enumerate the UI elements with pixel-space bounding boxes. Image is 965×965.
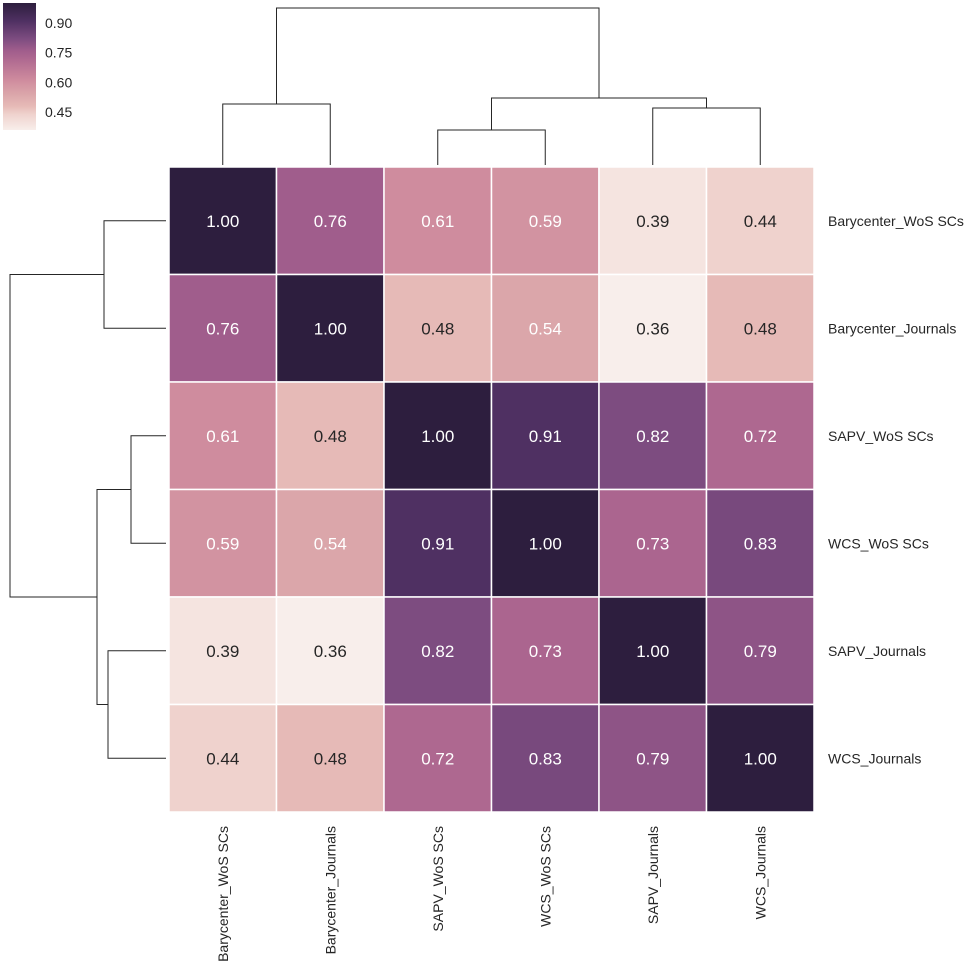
row-tick-label: SAPV_Journals xyxy=(828,643,926,659)
heatmap-cell xyxy=(490,703,600,813)
cell-value-label: 0.48 xyxy=(314,427,347,446)
cell-value-label: 0.36 xyxy=(314,642,347,661)
heatmap-cell xyxy=(383,596,493,706)
cell-value-label: 0.91 xyxy=(421,534,454,553)
cell-value-label: 0.59 xyxy=(529,212,562,231)
heatmap-cell xyxy=(598,596,708,706)
dendrogram-link xyxy=(103,220,166,329)
column-tick-label: Barycenter_WoS SCs xyxy=(215,826,231,962)
colorbar: 0.90 0.75 0.60 0.45 xyxy=(3,3,72,130)
heatmap-cell xyxy=(598,703,708,813)
row-tick-label: WCS_WoS SCs xyxy=(828,535,929,551)
heatmap-cell xyxy=(705,273,815,383)
heatmap-cell xyxy=(168,488,278,598)
cell-value-label: 0.72 xyxy=(744,427,777,446)
heatmap-cell xyxy=(168,596,278,706)
cell-value-label: 0.44 xyxy=(206,749,239,768)
heatmap-cell xyxy=(275,273,385,383)
dendrogram-link xyxy=(130,435,166,544)
heatmap-cell xyxy=(598,488,708,598)
cell-value-label: 0.76 xyxy=(206,319,239,338)
colorbar-tick-label: 0.90 xyxy=(45,15,72,31)
cell-value-label: 0.61 xyxy=(421,212,454,231)
cell-value-label: 0.54 xyxy=(314,534,347,553)
cell-value-label: 0.76 xyxy=(314,212,347,231)
cell-value-label: 0.73 xyxy=(636,534,669,553)
heatmap-cell xyxy=(383,166,493,276)
heatmap-cell xyxy=(490,273,600,383)
dendrogram-link xyxy=(96,489,131,705)
heatmap-grid: 1.00 0.76 0.61 0.59 0.39 0.44 0.76 1.00 0.48 0.54… xyxy=(168,166,815,813)
column-tick-label: WCS_WoS SCs xyxy=(537,826,553,927)
heatmap-cell xyxy=(705,596,815,706)
heatmap-cell xyxy=(705,703,815,813)
heatmap-cell xyxy=(490,381,600,491)
cell-value-label: 0.39 xyxy=(636,212,669,231)
cell-value-label: 0.61 xyxy=(206,427,239,446)
colorbar-tick-label: 0.75 xyxy=(45,45,72,61)
cell-value-label: 0.39 xyxy=(206,642,239,661)
colorbar-tick-label: 0.60 xyxy=(45,74,72,90)
dendrogram-link xyxy=(437,129,546,165)
heatmap-cell xyxy=(705,381,815,491)
colorbar-tick-label: 0.45 xyxy=(45,104,72,120)
heatmap-cell xyxy=(275,166,385,276)
cell-value-label: 0.79 xyxy=(636,749,669,768)
cell-value-label: 0.82 xyxy=(636,427,669,446)
cell-value-label: 0.59 xyxy=(206,534,239,553)
cell-value-label: 0.91 xyxy=(529,427,562,446)
column-tick-label: SAPV_WoS SCs xyxy=(430,826,446,932)
heatmap-cell xyxy=(490,596,600,706)
cell-value-label: 0.83 xyxy=(744,534,777,553)
row-tick-label: SAPV_WoS SCs xyxy=(828,428,934,444)
cell-value-label: 0.72 xyxy=(421,749,454,768)
heatmap-cell xyxy=(168,703,278,813)
cell-value-label: 1.00 xyxy=(529,534,562,553)
heatmap-cell xyxy=(705,488,815,598)
cell-value-label: 0.79 xyxy=(744,642,777,661)
dendrogram-link xyxy=(652,107,761,165)
cell-value-label: 1.00 xyxy=(314,319,347,338)
column-tick-label: Barycenter_Journals xyxy=(322,826,338,954)
column-dendrogram xyxy=(222,7,761,165)
cell-value-label: 0.48 xyxy=(314,749,347,768)
heatmap-cell xyxy=(598,381,708,491)
heatmap-cell xyxy=(490,488,600,598)
cell-value-label: 0.54 xyxy=(529,319,562,338)
heatmap-cell xyxy=(705,166,815,276)
heatmap-cell xyxy=(490,166,600,276)
cell-value-label: 1.00 xyxy=(636,642,669,661)
heatmap-cell xyxy=(168,166,278,276)
row-tick-label: Barycenter_Journals xyxy=(828,320,956,336)
heatmap-cell xyxy=(275,488,385,598)
cell-value-label: 1.00 xyxy=(206,212,239,231)
cell-value-label: 0.83 xyxy=(529,749,562,768)
dendrogram-link xyxy=(222,103,331,165)
cell-value-label: 0.36 xyxy=(636,319,669,338)
heatmap-cell xyxy=(383,488,493,598)
column-tick-labels: Barycenter_WoS SCs Barycenter_Journals SAP… xyxy=(215,826,769,962)
row-dendrogram xyxy=(9,220,166,759)
row-tick-label: WCS_Journals xyxy=(828,750,921,766)
cell-value-label: 0.48 xyxy=(744,319,777,338)
cell-value-label: 0.73 xyxy=(529,642,562,661)
row-tick-labels: Barycenter_WoS SCs Barycenter_Journals SAP… xyxy=(828,213,964,767)
dendrogram-link xyxy=(9,274,104,598)
column-tick-label: WCS_Journals xyxy=(752,826,768,919)
colorbar-gradient xyxy=(3,3,36,130)
cell-value-label: 1.00 xyxy=(421,427,454,446)
cell-value-label: 0.82 xyxy=(421,642,454,661)
row-tick-label: Barycenter_WoS SCs xyxy=(828,213,964,229)
cell-value-label: 1.00 xyxy=(744,749,777,768)
dendrogram-link xyxy=(276,7,600,104)
cell-value-label: 0.44 xyxy=(744,212,777,231)
dendrogram-link xyxy=(491,97,707,130)
heatmap-cell xyxy=(275,381,385,491)
dendrogram-link xyxy=(107,650,166,759)
column-tick-label: SAPV_Journals xyxy=(645,826,661,924)
cell-value-label: 0.48 xyxy=(421,319,454,338)
